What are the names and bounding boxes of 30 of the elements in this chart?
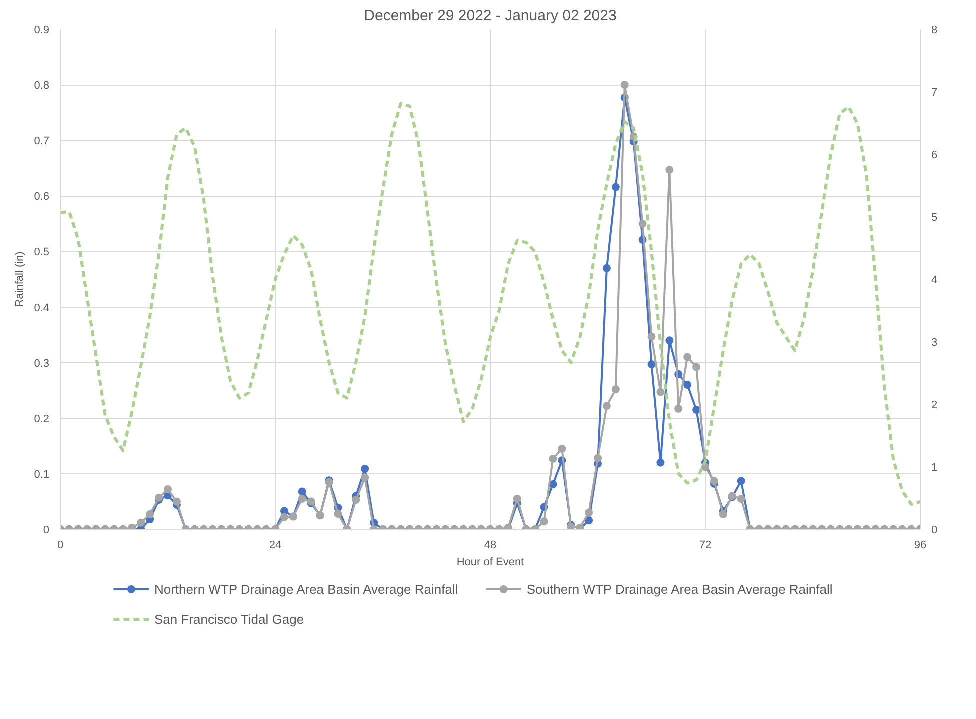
x-tick-label: 72 [699, 540, 712, 552]
y-tick-label: 0.4 [34, 302, 50, 314]
y2-tick-label: 7 [932, 87, 938, 99]
x-tick-label: 0 [57, 540, 64, 552]
legend-label: San Francisco Tidal Gage [154, 612, 304, 627]
y-tick-label: 0.3 [34, 358, 50, 370]
x-tick-label: 48 [484, 540, 497, 552]
y2-tick-label: 8 [932, 24, 938, 36]
y2-tick-label: 0 [932, 524, 938, 536]
y-tick-label: 0 [43, 524, 50, 536]
chart-title: December 29 2022 - January 02 2023 [364, 8, 617, 24]
y2-tick-label: 3 [932, 337, 938, 349]
y2-tick-label: 2 [932, 400, 938, 412]
x-tick-label: 96 [914, 540, 927, 552]
legend-label: Southern WTP Drainage Area Basin Average Rainfall [526, 582, 833, 597]
y-axis-title: Rainfall (in) [14, 252, 26, 308]
legend-label: Northern WTP Drainage Area Basin Average Rainfall [154, 582, 458, 597]
y2-tick-label: 6 [932, 150, 938, 162]
x-tick-label: 24 [269, 540, 282, 552]
x-axis-title: Hour of Event [456, 556, 524, 568]
y-tick-label: 0.2 [34, 413, 50, 426]
y-tick-label: 0.5 [34, 246, 50, 259]
y2-tick-label: 4 [932, 274, 938, 286]
y-tick-label: 0.7 [34, 136, 50, 148]
y-tick-label: 0.8 [34, 80, 50, 92]
y2-tick-label: 5 [932, 212, 938, 224]
y-tick-label: 0.9 [34, 24, 50, 36]
y-tick-label: 0.1 [34, 468, 50, 481]
y-tick-label: 0.6 [34, 191, 50, 204]
y2-tick-label: 1 [932, 462, 938, 474]
